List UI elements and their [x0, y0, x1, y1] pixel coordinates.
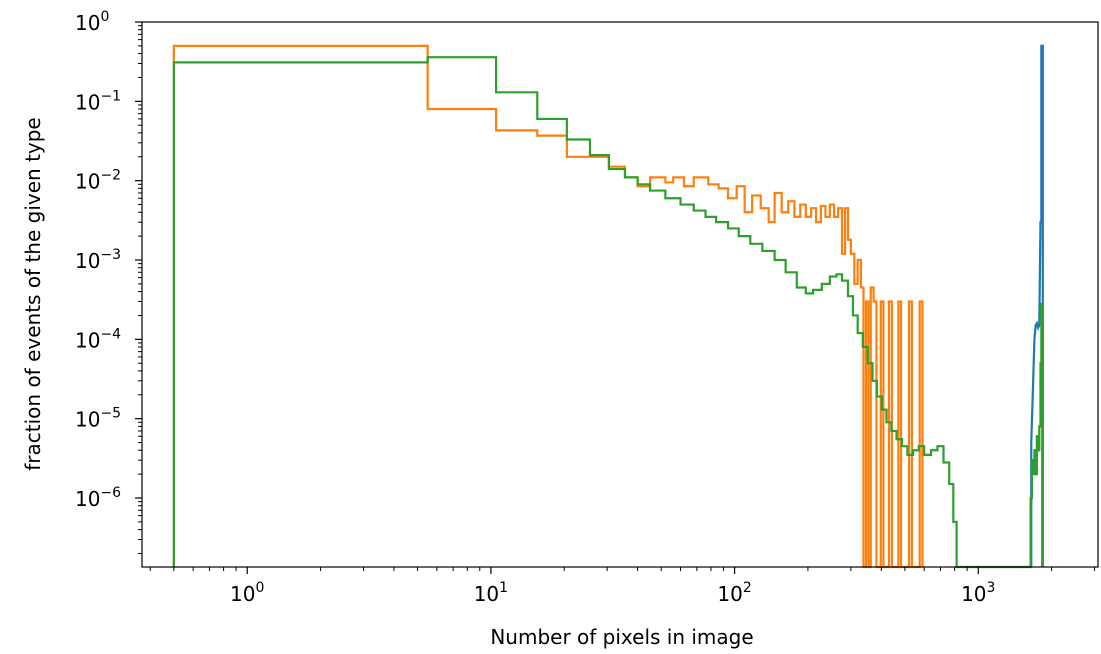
y-tick-label: 10−4: [75, 326, 121, 352]
series-layer: [172, 44, 1044, 569]
plot-frame: [141, 21, 1099, 568]
y-tick-label: 100: [75, 9, 109, 35]
x-axis-label: Number of pixels in image: [490, 625, 753, 649]
series-line-2: [172, 44, 924, 569]
x-tick-label: 101: [474, 580, 508, 606]
x-tick-label: 100: [230, 580, 264, 606]
y-tick-label: 10−5: [75, 406, 121, 432]
series-line-3: [172, 56, 1044, 569]
x-tick-label: 103: [961, 580, 995, 606]
axes-layer: 100 101 102 103 100 10−1 10−2 10−3 10−4 10−5 10−6: [75, 9, 1099, 606]
y-axis-label: fraction of events of the given type: [21, 117, 45, 470]
series-line-1: [1030, 44, 1044, 567]
y-tick-label: 10−6: [75, 485, 121, 511]
y-tick-label: 10−1: [75, 88, 121, 114]
x-tick-label: 102: [717, 580, 751, 606]
y-tick-label: 10−3: [75, 247, 121, 273]
y-tick-label: 10−2: [75, 168, 121, 194]
